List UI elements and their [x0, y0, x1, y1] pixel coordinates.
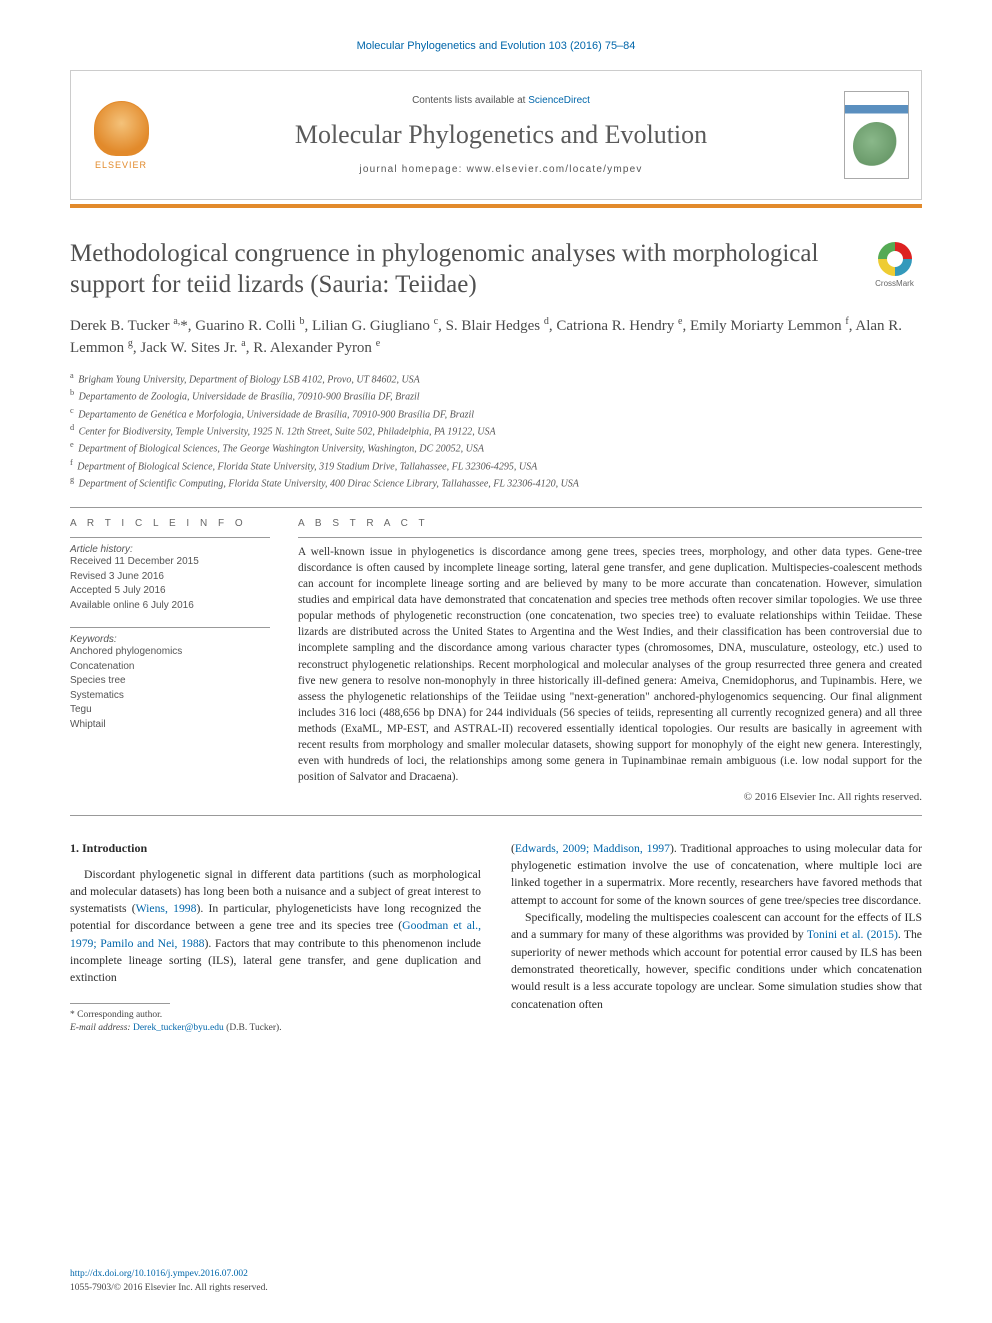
abstract-text: A well-known issue in phylogenetics is d… — [298, 544, 922, 784]
citation-link[interactable]: Edwards, 2009; Maddison, 1997 — [515, 842, 670, 855]
running-head: Molecular Phylogenetics and Evolution 10… — [70, 40, 922, 52]
body-col-right: (Edwards, 2009; Maddison, 1997). Traditi… — [511, 840, 922, 1036]
keywords-label: Keywords: — [70, 634, 270, 645]
affiliation-line: g Department of Scientific Computing, Fl… — [70, 474, 922, 491]
history-label: Article history: — [70, 544, 270, 555]
divider — [70, 627, 270, 628]
email-link[interactable]: Derek_tucker@byu.edu — [133, 1023, 224, 1033]
keyword-line: Concatenation — [70, 660, 270, 675]
section-heading: 1. Introduction — [70, 840, 481, 858]
citation-link[interactable]: Tonini et al. (2015) — [807, 928, 898, 941]
masthead: ELSEVIER Contents lists available at Sci… — [70, 70, 922, 200]
keyword-line: Tegu — [70, 703, 270, 718]
affiliation-line: a Brigham Young University, Department o… — [70, 370, 922, 387]
keywords-list: Anchored phylogenomicsConcatenationSpeci… — [70, 645, 270, 732]
history-line: Revised 3 June 2016 — [70, 570, 270, 585]
page-footer: http://dx.doi.org/10.1016/j.ympev.2016.0… — [70, 1268, 268, 1295]
affiliation-line: d Center for Biodiversity, Temple Univer… — [70, 422, 922, 439]
history-line: Received 11 December 2015 — [70, 555, 270, 570]
email-suffix: (D.B. Tucker). — [224, 1023, 282, 1033]
affiliations: a Brigham Young University, Department o… — [70, 370, 922, 491]
article-info-heading: A R T I C L E I N F O — [70, 518, 270, 529]
doi-link[interactable]: http://dx.doi.org/10.1016/j.ympev.2016.0… — [70, 1268, 268, 1281]
contents-prefix: Contents lists available at — [412, 95, 528, 106]
cover-cell — [831, 71, 921, 199]
homepage-url[interactable]: www.elsevier.com/locate/ympev — [467, 164, 643, 175]
divider — [70, 507, 922, 508]
article-title: Methodological congruence in phylogenomi… — [70, 238, 855, 301]
email-footnote: E-mail address: Derek_tucker@byu.edu (D.… — [70, 1022, 481, 1035]
email-label: E-mail address: — [70, 1023, 133, 1033]
keyword-line: Whiptail — [70, 718, 270, 733]
citation-link[interactable]: Wiens, 1998 — [136, 902, 197, 915]
affiliation-line: e Department of Biological Sciences, The… — [70, 439, 922, 456]
abstract-heading: A B S T R A C T — [298, 518, 922, 529]
affiliation-line: b Departamento de Zoologia, Universidade… — [70, 387, 922, 404]
journal-cover-thumb — [844, 91, 909, 179]
body-columns: 1. Introduction Discordant phylogenetic … — [70, 840, 922, 1036]
sciencedirect-link[interactable]: ScienceDirect — [528, 95, 590, 106]
body-col-left: 1. Introduction Discordant phylogenetic … — [70, 840, 481, 1036]
crossmark-label: CrossMark — [875, 279, 914, 288]
keyword-line: Species tree — [70, 674, 270, 689]
issn-copyright: 1055-7903/© 2016 Elsevier Inc. All right… — [70, 1282, 268, 1295]
affiliation-line: f Department of Biological Science, Flor… — [70, 457, 922, 474]
publisher-name: ELSEVIER — [95, 160, 147, 170]
history-line: Available online 6 July 2016 — [70, 599, 270, 614]
history-line: Accepted 5 July 2016 — [70, 584, 270, 599]
elsevier-logo: ELSEVIER — [86, 90, 156, 180]
abstract-column: A B S T R A C T A well-known issue in ph… — [298, 518, 922, 802]
masthead-center: Contents lists available at ScienceDirec… — [171, 71, 831, 199]
crossmark-badge[interactable]: CrossMark — [867, 242, 922, 288]
homepage-line: journal homepage: www.elsevier.com/locat… — [359, 164, 642, 175]
elsevier-tree-icon — [94, 101, 149, 156]
abstract-copyright: © 2016 Elsevier Inc. All rights reserved… — [298, 791, 922, 803]
crossmark-icon — [878, 242, 912, 276]
article-info-column: A R T I C L E I N F O Article history: R… — [70, 518, 270, 802]
journal-name: Molecular Phylogenetics and Evolution — [295, 120, 707, 150]
keyword-line: Systematics — [70, 689, 270, 704]
homepage-prefix: journal homepage: — [359, 164, 466, 175]
affiliation-line: c Departamento de Genética e Morfologia,… — [70, 405, 922, 422]
publisher-logo-cell: ELSEVIER — [71, 71, 171, 199]
corresponding-author-note: * Corresponding author. — [70, 1009, 481, 1022]
history-list: Received 11 December 2015Revised 3 June … — [70, 555, 270, 613]
footnote-rule — [70, 1003, 170, 1004]
divider — [298, 537, 922, 538]
keyword-line: Anchored phylogenomics — [70, 645, 270, 660]
accent-bar — [70, 204, 922, 208]
divider — [70, 815, 922, 816]
contents-line: Contents lists available at ScienceDirec… — [412, 95, 590, 106]
author-list: Derek B. Tucker a,*, Guarino R. Colli b,… — [70, 315, 922, 361]
divider — [70, 537, 270, 538]
